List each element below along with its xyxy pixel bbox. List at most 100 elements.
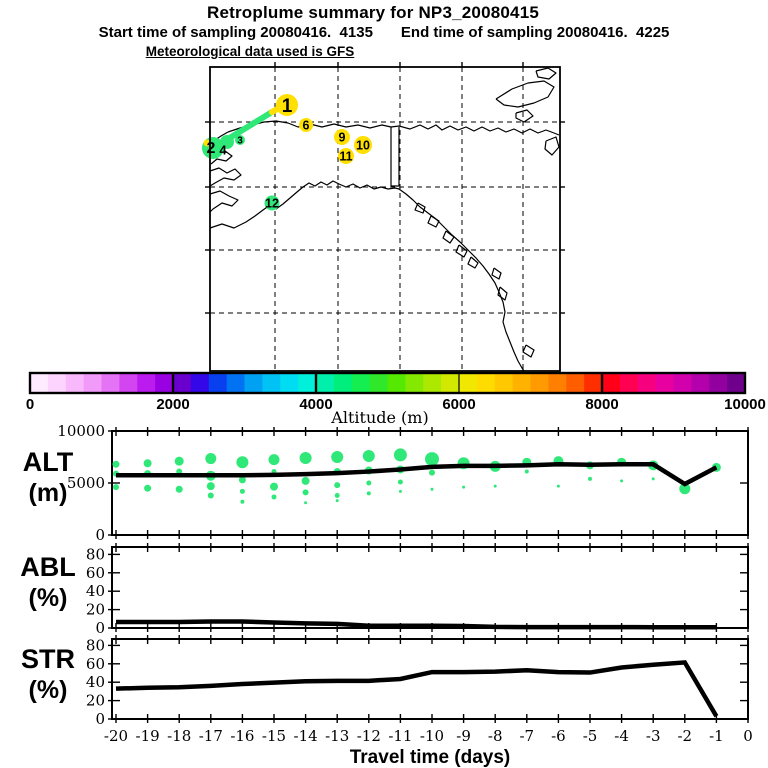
x-tick-label: -3 xyxy=(646,727,661,745)
alt-bubble xyxy=(397,479,403,485)
x-tick-label: -7 xyxy=(519,727,534,745)
x-tick-label: -5 xyxy=(583,727,598,745)
map-marker-label: 6 xyxy=(303,119,310,133)
panel-label-abl: ABL xyxy=(20,552,76,582)
coastline xyxy=(467,256,479,269)
abl-line xyxy=(116,619,717,630)
panel-frame-alt xyxy=(111,430,749,536)
colorbar-cell xyxy=(333,373,353,393)
figure-title: Retroplume summary for NP3_20080415 xyxy=(206,3,540,22)
x-tick-label: -19 xyxy=(136,727,160,745)
coastline xyxy=(209,190,239,213)
colorbar-cell xyxy=(441,373,460,393)
alt-bubble xyxy=(271,494,277,500)
panel-label-alt: ALT xyxy=(23,447,74,477)
map-marker-label: 9 xyxy=(339,131,346,145)
colorbar-cell xyxy=(548,373,567,393)
colorbar-cell xyxy=(602,373,621,393)
map-marker xyxy=(334,129,350,145)
colorbar-cell xyxy=(476,373,496,393)
alt-bubble xyxy=(362,449,375,462)
y-tick-label: 10000 xyxy=(57,422,105,440)
map-marker-label: 12 xyxy=(265,197,279,211)
x-tick-label: 0 xyxy=(743,727,753,745)
y-tick-label: 80 xyxy=(86,545,105,563)
colorbar-cell xyxy=(530,373,549,393)
alt-bubble xyxy=(205,453,217,465)
x-tick-label: -12 xyxy=(357,727,381,745)
x-tick-label: -14 xyxy=(294,727,318,745)
colorbar-cell xyxy=(119,373,138,393)
colorbar-tick-label: 2000 xyxy=(156,396,189,413)
colorbar-tick-label: 8000 xyxy=(585,396,618,413)
colorbar-cell xyxy=(316,373,335,393)
alt-bubble xyxy=(588,476,592,481)
colorbar-frame xyxy=(28,371,747,395)
colorbar-cell xyxy=(673,373,692,393)
coastline xyxy=(227,120,560,136)
coastline xyxy=(390,127,400,187)
colorbar-cell xyxy=(351,373,371,393)
map-marker xyxy=(235,135,245,145)
y-tick-label: 0 xyxy=(95,526,105,544)
y-tick-label: 60 xyxy=(86,655,105,673)
y-tick-label: 0 xyxy=(95,710,105,728)
coastline xyxy=(544,136,560,156)
coastline xyxy=(515,109,534,123)
colorbar-cell xyxy=(190,373,210,393)
alt-bubble xyxy=(366,491,371,496)
colorbar-cell xyxy=(83,373,103,393)
colorbar-cell xyxy=(369,373,389,393)
x-tick-label: -20 xyxy=(104,727,128,745)
coastline xyxy=(209,167,242,187)
alt-bubble xyxy=(334,482,341,489)
x-tick-label: -1 xyxy=(709,727,724,745)
alt-bubble xyxy=(620,479,624,483)
x-tick-label: -17 xyxy=(199,727,223,745)
colorbar-cell xyxy=(566,373,585,393)
colorbar-cell xyxy=(387,373,406,393)
colorbar-cell xyxy=(137,373,156,393)
map-marker-label: 10 xyxy=(356,139,370,153)
alt-bubble xyxy=(240,499,245,504)
alt-bubble xyxy=(302,489,309,496)
alt-bubble xyxy=(304,501,308,505)
colorbar-cell xyxy=(101,373,120,393)
alt-bubble xyxy=(462,485,466,489)
coastline xyxy=(455,244,468,258)
y-tick-label: 20 xyxy=(86,601,105,619)
panel-frame-str xyxy=(111,638,749,720)
map-marker-label: 3 xyxy=(237,136,243,147)
colorbar-cell xyxy=(709,373,728,393)
alt-bubble xyxy=(331,451,344,463)
trajectory-cluster-blob xyxy=(220,135,234,149)
alt-bubble xyxy=(366,480,372,486)
x-tick-label: -15 xyxy=(262,727,286,745)
y-tick-label: 5000 xyxy=(67,474,105,492)
colorbar-cell xyxy=(298,373,317,393)
coastline xyxy=(442,230,455,244)
alt-bubble xyxy=(175,485,183,493)
alt-bubble xyxy=(651,477,655,481)
colorbar-cell xyxy=(512,373,532,393)
x-tick-label: -6 xyxy=(551,727,566,745)
coastline xyxy=(427,215,440,228)
colorbar-cell xyxy=(280,373,299,393)
panel-label-str: STR xyxy=(21,644,75,674)
coastline xyxy=(414,202,426,214)
x-tick-label: -8 xyxy=(488,727,503,745)
x-tick-label: -2 xyxy=(677,727,692,745)
alt-bubble xyxy=(679,483,691,495)
colorbar-cell xyxy=(584,373,603,393)
colorbar-tick-label: 6000 xyxy=(442,396,475,413)
map-marker xyxy=(354,136,372,154)
alt-bubble xyxy=(299,452,312,465)
coastline xyxy=(497,286,508,301)
alt-bubble xyxy=(393,448,407,462)
map-marker-label: 2 xyxy=(207,140,216,157)
x-tick-label: -11 xyxy=(388,727,412,745)
alt-bubble xyxy=(174,456,184,466)
x-tick-label: -10 xyxy=(420,727,444,745)
alt-bubble xyxy=(236,456,249,469)
